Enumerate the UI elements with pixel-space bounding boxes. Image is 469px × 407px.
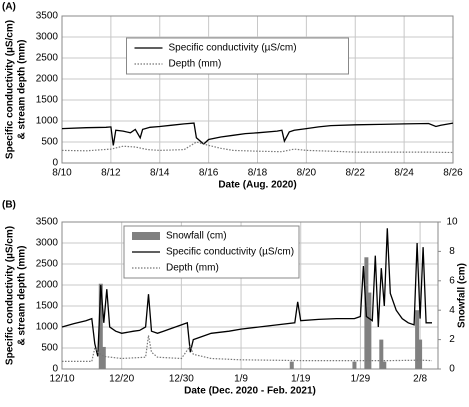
bar (98, 283, 103, 369)
y-tick-label: 3500 (36, 11, 59, 22)
legend-box (126, 37, 349, 75)
series-line (61, 141, 454, 154)
bar (352, 361, 357, 369)
y-tick-label: 500 (41, 343, 58, 354)
y2-tick-label: 2 (449, 334, 455, 345)
bar (379, 339, 384, 369)
plot-frame (61, 15, 454, 164)
y-axis-title: & stream depth (mm) (17, 245, 28, 345)
panel-label: (B) (2, 200, 16, 211)
y-tick-label: 1500 (36, 95, 59, 106)
y-tick-label: 2500 (36, 53, 59, 64)
y-tick-label: 0 (52, 158, 58, 169)
x-tick-label: 12/10 (49, 374, 74, 385)
y-axis-title: Specific conductivity (µS/cm) (5, 226, 16, 365)
legend-swatch (132, 232, 160, 240)
legend-label: Snowfall (cm) (166, 231, 227, 242)
x-tick-label: 8/18 (248, 168, 268, 179)
y-tick-label: 1500 (36, 301, 59, 312)
x-tick-label: 8/10 (52, 168, 72, 179)
y-tick-label: 3000 (36, 32, 59, 43)
x-tick-label: 12/30 (169, 374, 194, 385)
y-tick-label: 3000 (36, 238, 59, 249)
bar (415, 310, 420, 369)
y2-tick-label: 4 (449, 305, 455, 316)
bar (289, 361, 294, 369)
bar (418, 339, 423, 369)
x-tick-label: 8/16 (199, 168, 219, 179)
x-axis-title: Date (Aug. 2020) (218, 180, 296, 191)
y-tick-label: 3500 (36, 217, 59, 228)
series-line (62, 335, 433, 362)
y-tick-label: 2000 (36, 74, 59, 85)
x-tick-label: 12/20 (109, 374, 134, 385)
y-tick-label: 0 (52, 364, 58, 375)
y-axis-title: Specific conductivity (µS/cm) (5, 20, 16, 159)
series-line (61, 228, 432, 357)
y2-axis-title: Snowfall (cm) (457, 263, 468, 328)
legend-label: Depth (mm) (169, 59, 222, 70)
plot-frame (61, 221, 439, 370)
legend-label: Specific conductivity (µS/cm) (166, 247, 294, 258)
legend-label: Specific conductivity (µS/cm) (169, 43, 297, 54)
y2-tick-label: 0 (449, 364, 455, 375)
x-tick-label: 1/29 (351, 374, 371, 385)
x-tick-label: 2/8 (413, 374, 427, 385)
bar (101, 346, 106, 369)
y-axis-title: & stream depth (mm) (17, 39, 28, 139)
x-tick-label: 1/19 (291, 374, 311, 385)
y-tick-label: 2000 (36, 280, 59, 291)
y-tick-label: 1000 (36, 322, 59, 333)
y-tick-label: 500 (41, 137, 58, 148)
x-tick-label: 8/24 (394, 168, 414, 179)
x-tick-label: 8/20 (297, 168, 317, 179)
x-tick-label: 8/14 (150, 168, 170, 179)
panel-label: (A) (2, 2, 16, 13)
y2-tick-label: 10 (446, 217, 458, 228)
x-tick-label: 8/22 (346, 168, 366, 179)
series-line (61, 122, 454, 146)
bar (382, 361, 387, 369)
x-axis-title: Date (Dec. 2020 - Feb. 2021) (184, 386, 316, 397)
x-tick-label: 8/12 (101, 168, 121, 179)
x-tick-label: 1/9 (234, 374, 248, 385)
bar (367, 292, 372, 369)
x-tick-label: 8/26 (443, 168, 463, 179)
legend-label: Depth (mm) (166, 263, 219, 274)
y-tick-label: 2500 (36, 259, 59, 270)
y-tick-label: 1000 (36, 116, 59, 127)
y2-tick-label: 8 (449, 246, 455, 257)
y2-tick-label: 6 (449, 275, 455, 286)
